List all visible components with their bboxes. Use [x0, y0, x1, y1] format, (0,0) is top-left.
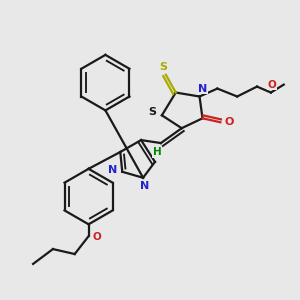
Text: S: S: [159, 62, 167, 72]
Text: O: O: [268, 80, 276, 90]
Text: O: O: [92, 232, 101, 242]
Text: S: S: [148, 107, 156, 117]
Text: N: N: [140, 181, 150, 191]
Text: H: H: [153, 147, 161, 157]
Text: N: N: [198, 84, 207, 94]
Text: N: N: [108, 165, 117, 175]
Text: O: O: [225, 117, 234, 127]
